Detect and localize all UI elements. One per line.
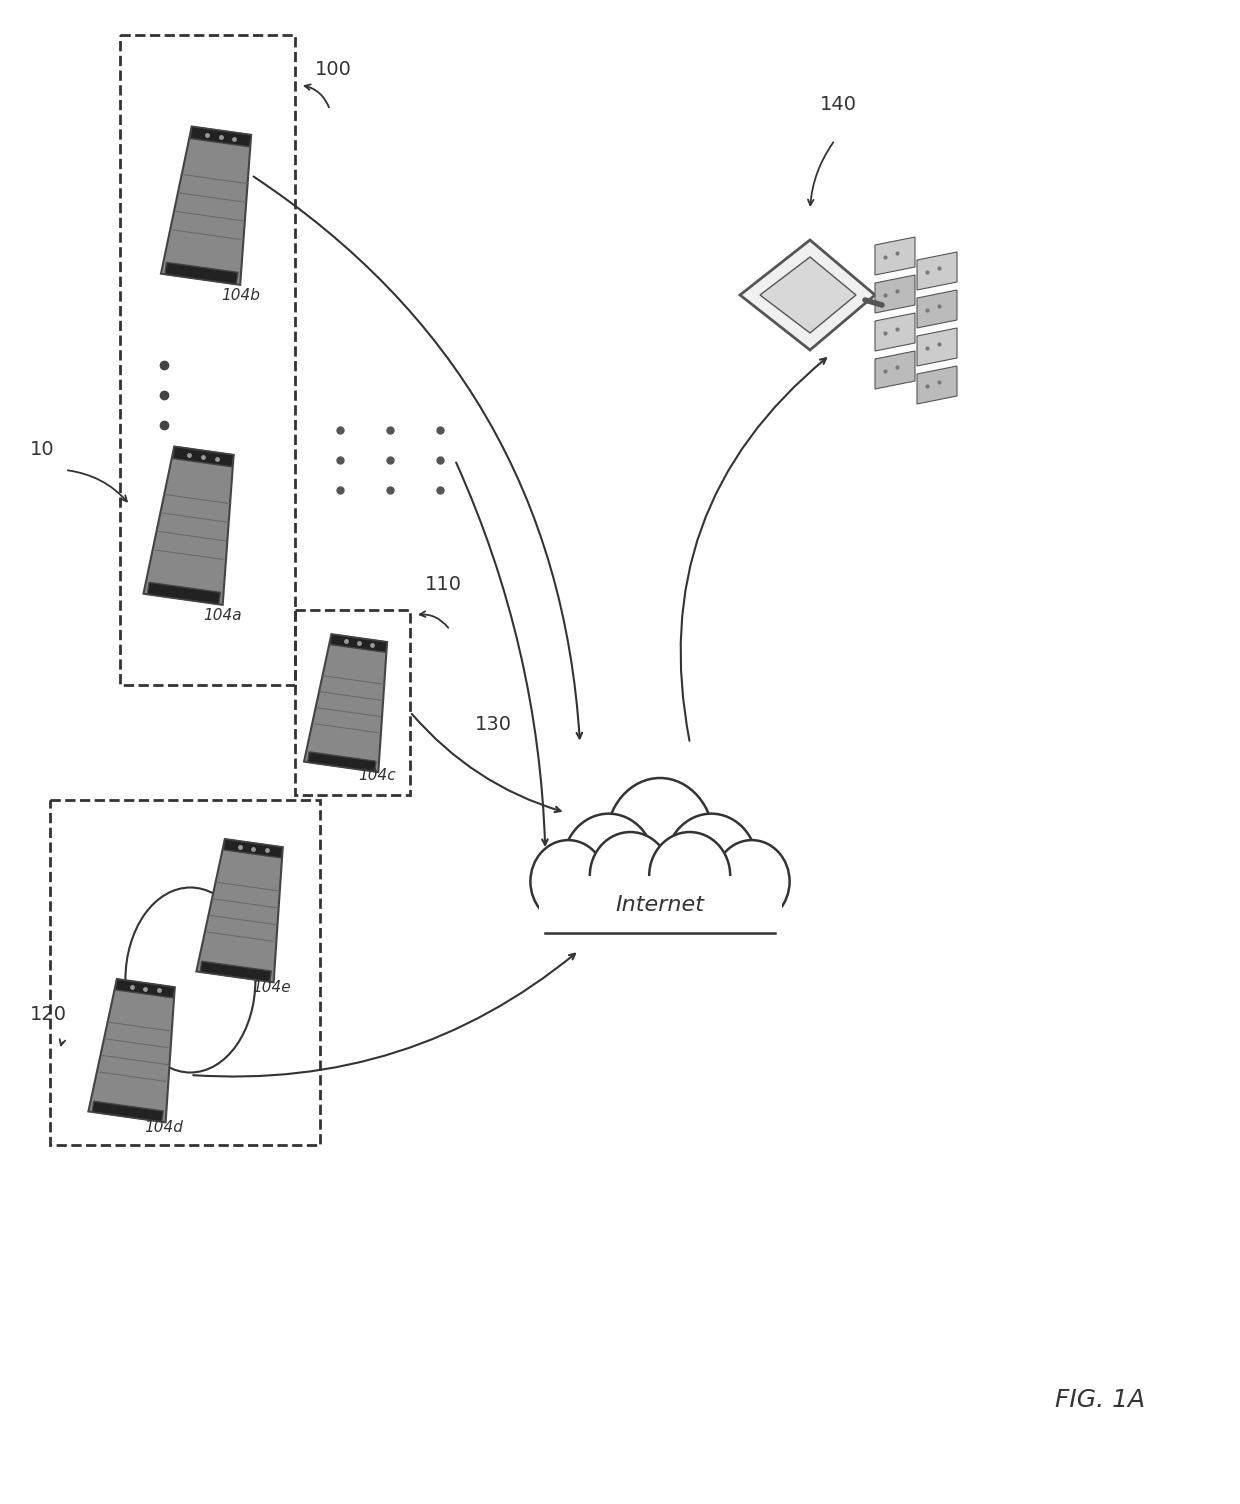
Ellipse shape [650, 832, 730, 919]
Text: 140: 140 [820, 95, 857, 114]
Text: 104a: 104a [203, 608, 242, 623]
Polygon shape [875, 275, 915, 313]
Text: 104c: 104c [358, 769, 396, 784]
Polygon shape [144, 447, 233, 605]
Ellipse shape [666, 814, 758, 914]
Text: 104e: 104e [253, 981, 291, 996]
Polygon shape [92, 1101, 164, 1122]
Text: 100: 100 [315, 60, 352, 80]
Polygon shape [190, 126, 252, 147]
Polygon shape [200, 961, 272, 982]
Ellipse shape [563, 814, 655, 914]
Text: 110: 110 [425, 575, 463, 594]
Polygon shape [148, 582, 221, 605]
Bar [295, 611, 410, 796]
Polygon shape [165, 262, 238, 284]
Polygon shape [88, 979, 175, 1122]
Polygon shape [308, 752, 376, 772]
Ellipse shape [590, 832, 671, 919]
Polygon shape [115, 979, 175, 999]
Polygon shape [760, 257, 856, 332]
Text: 120: 120 [30, 1005, 67, 1024]
Polygon shape [875, 350, 915, 390]
Polygon shape [304, 635, 387, 772]
Polygon shape [223, 839, 283, 857]
Text: 104d: 104d [144, 1120, 184, 1136]
Bar [546, 865, 775, 934]
Polygon shape [918, 253, 957, 290]
Text: 130: 130 [475, 714, 512, 734]
Text: Internet: Internet [615, 895, 704, 914]
Ellipse shape [531, 841, 606, 923]
Polygon shape [918, 365, 957, 405]
Polygon shape [172, 447, 233, 466]
Polygon shape [161, 126, 252, 284]
Bar [120, 35, 295, 684]
Polygon shape [918, 290, 957, 328]
Bar [50, 800, 320, 1145]
Ellipse shape [714, 841, 790, 923]
Ellipse shape [606, 778, 714, 904]
Text: 104b: 104b [221, 287, 260, 302]
Polygon shape [330, 635, 387, 653]
Polygon shape [875, 238, 915, 275]
Polygon shape [740, 241, 875, 350]
Polygon shape [196, 839, 283, 982]
Polygon shape [918, 328, 957, 365]
Text: 10: 10 [30, 441, 55, 459]
Polygon shape [875, 313, 915, 350]
Bar [538, 875, 781, 938]
Text: FIG. 1A: FIG. 1A [1055, 1388, 1145, 1412]
